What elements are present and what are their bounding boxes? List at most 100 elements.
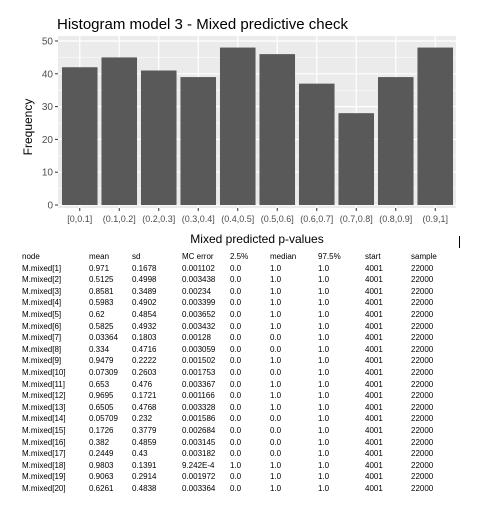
bar-(0.9,1] — [417, 47, 454, 206]
table-cell: 0.6505 — [89, 402, 114, 412]
table-cell: 4001 — [365, 333, 383, 343]
table-cell: 1.0 — [270, 309, 282, 319]
table-cell: M.mixed[14] — [22, 414, 66, 424]
table-cell: 22000 — [411, 344, 434, 354]
table-cell: M.mixed[1] — [22, 263, 62, 273]
table-cell: 0.0 — [230, 286, 242, 296]
table-cell: 4001 — [365, 309, 383, 319]
table-row: M.mixed[13] 0.6505 0.4768 0.003328 0.0 1.0 1.0… — [22, 402, 451, 414]
table-cell: 1.0 — [270, 263, 282, 273]
table-cell: 1.0 — [318, 333, 330, 343]
table-cell: 22000 — [411, 321, 434, 331]
stats-table: node mean sd MC error 2.5% median 97.5% start sa… — [22, 251, 451, 494]
table-cell: 0.653 — [89, 379, 110, 389]
table-row: M.mixed[6] 0.5825 0.4932 0.003432 0.0 1.0 1.0 4… — [22, 321, 451, 333]
table-row: M.mixed[2] 0.5125 0.4998 0.003438 0.0 1.0 1.0 4… — [22, 274, 451, 286]
table-cell: 22000 — [411, 367, 434, 377]
table-cell: 4001 — [365, 414, 383, 424]
table-cell: 0.0 — [230, 449, 242, 459]
table-cell: 0.0 — [230, 379, 242, 389]
table-cell: 0.0 — [230, 425, 242, 435]
table-row: M.mixed[16] 0.382 0.4859 0.003145 0.0 0.0 1.0 4… — [22, 437, 451, 449]
table-cell: 1.0 — [318, 263, 330, 273]
table-cell: 1.0 — [318, 391, 330, 401]
table-cell: 1.0 — [270, 275, 282, 285]
table-cell: 0.382 — [89, 437, 110, 447]
table-cell: 0.3489 — [132, 286, 157, 296]
table-cell: M.mixed[9] — [22, 356, 62, 366]
x-tick-label: (0.3,0.4] — [182, 214, 215, 224]
table-cell: 0.0 — [270, 414, 282, 424]
table-cell: 1.0 — [318, 402, 330, 412]
column-header: 2.5% — [230, 252, 249, 261]
y-tick-label: 10 — [42, 168, 54, 179]
table-cell: 1.0 — [270, 356, 282, 366]
table-cell: 0.003652 — [182, 309, 216, 319]
table-cell: 0.0 — [270, 367, 282, 377]
column-header: sd — [132, 252, 141, 261]
chart-title: Histogram model 3 - Mixed predictive che… — [57, 16, 348, 33]
table-cell: 4001 — [365, 286, 383, 296]
table-cell: 0.0 — [230, 356, 242, 366]
table-cell: M.mixed[12] — [22, 391, 66, 401]
table-cell: M.mixed[3] — [22, 286, 62, 296]
table-cell: 0.03364 — [89, 333, 118, 343]
table-cell: 0.4932 — [132, 321, 157, 331]
table-cell: 1.0 — [270, 321, 282, 331]
table-cell: 0.1726 — [89, 425, 114, 435]
table-cell: 4001 — [365, 298, 383, 308]
table-cell: 4001 — [365, 263, 383, 273]
bar-(0.3,0.4] — [180, 77, 217, 205]
bar-(0.2,0.3] — [140, 70, 177, 206]
table-cell: 4001 — [365, 425, 383, 435]
table-cell: 1.0 — [318, 321, 330, 331]
table-cell: M.mixed[2] — [22, 275, 62, 285]
table-cell: 0.0 — [230, 344, 242, 354]
table-cell: 4001 — [365, 483, 383, 493]
table-cell: 0.4768 — [132, 402, 157, 412]
bar-(0.6,0.7] — [298, 83, 335, 205]
table-cell: 0.003364 — [182, 483, 216, 493]
table-cell: M.mixed[4] — [22, 298, 62, 308]
table-cell: 0.001166 — [182, 391, 215, 401]
x-axis: [0,0.1] (0.1,0.2] (0.2,0.3] (0.3,0.4] (0.4,0… — [67, 208, 448, 224]
y-axis: 0 10 20 30 40 50 — [42, 37, 58, 212]
table-cell: 1.0 — [318, 483, 330, 493]
table-cell: 0.2222 — [132, 356, 157, 366]
x-tick-label: (0.2,0.3] — [142, 214, 175, 224]
table-cell: 1.0 — [318, 356, 330, 366]
table-cell: 0.003328 — [182, 402, 216, 412]
table-body: M.mixed[1] 0.971 0.1678 0.001102 0.0 1.0 1.0 40… — [22, 263, 451, 495]
table-cell: 1.0 — [318, 367, 330, 377]
x-tick-label: (0.4,0.5] — [221, 214, 254, 224]
column-header: sample — [411, 252, 437, 261]
table-cell: M.mixed[7] — [22, 333, 62, 343]
column-header: median — [270, 252, 297, 261]
table-cell: 0.5983 — [89, 298, 114, 308]
table-cell: 0.4998 — [132, 275, 157, 285]
table-row: M.mixed[15] 0.1726 0.3779 0.002684 0.0 0.0 1.0… — [22, 425, 451, 437]
table-row: M.mixed[18] 0.9803 0.1391 9.242E-4 1.0 1.0 1.0… — [22, 460, 451, 472]
table-row: M.mixed[3] 0.8581 0.3489 0.00234 0.0 1.0 1.0 40… — [22, 286, 451, 298]
table-cell: 0.1803 — [132, 333, 157, 343]
table-row: M.mixed[1] 0.971 0.1678 0.001102 0.0 1.0 1.0 40… — [22, 263, 451, 275]
table-cell: 0.4716 — [132, 344, 157, 354]
table-cell: 0.0 — [230, 367, 242, 377]
x-tick-label: (0.6,0.7] — [300, 214, 333, 224]
table-cell: 4001 — [365, 460, 383, 470]
table-cell: 0.0 — [230, 321, 242, 331]
table-cell: 0.003182 — [182, 449, 216, 459]
bar-(0.5,0.6] — [259, 54, 296, 206]
table-cell: 22000 — [411, 286, 434, 296]
table-cell: M.mixed[17] — [22, 449, 66, 459]
bar-(0.1,0.2] — [101, 57, 138, 206]
table-cell: 1.0 — [270, 298, 282, 308]
table-cell: 0.9063 — [89, 472, 114, 482]
table-cell: 4001 — [365, 356, 383, 366]
table-cell: 0.1678 — [132, 263, 157, 273]
table-cell: 0.0 — [270, 344, 282, 354]
table-cell: 0.0 — [230, 333, 242, 343]
table-cell: 4001 — [365, 379, 383, 389]
table-row: M.mixed[11] 0.653 0.476 0.003367 0.0 1.0 1.0 40… — [22, 379, 451, 391]
table-cell: 22000 — [411, 402, 434, 412]
